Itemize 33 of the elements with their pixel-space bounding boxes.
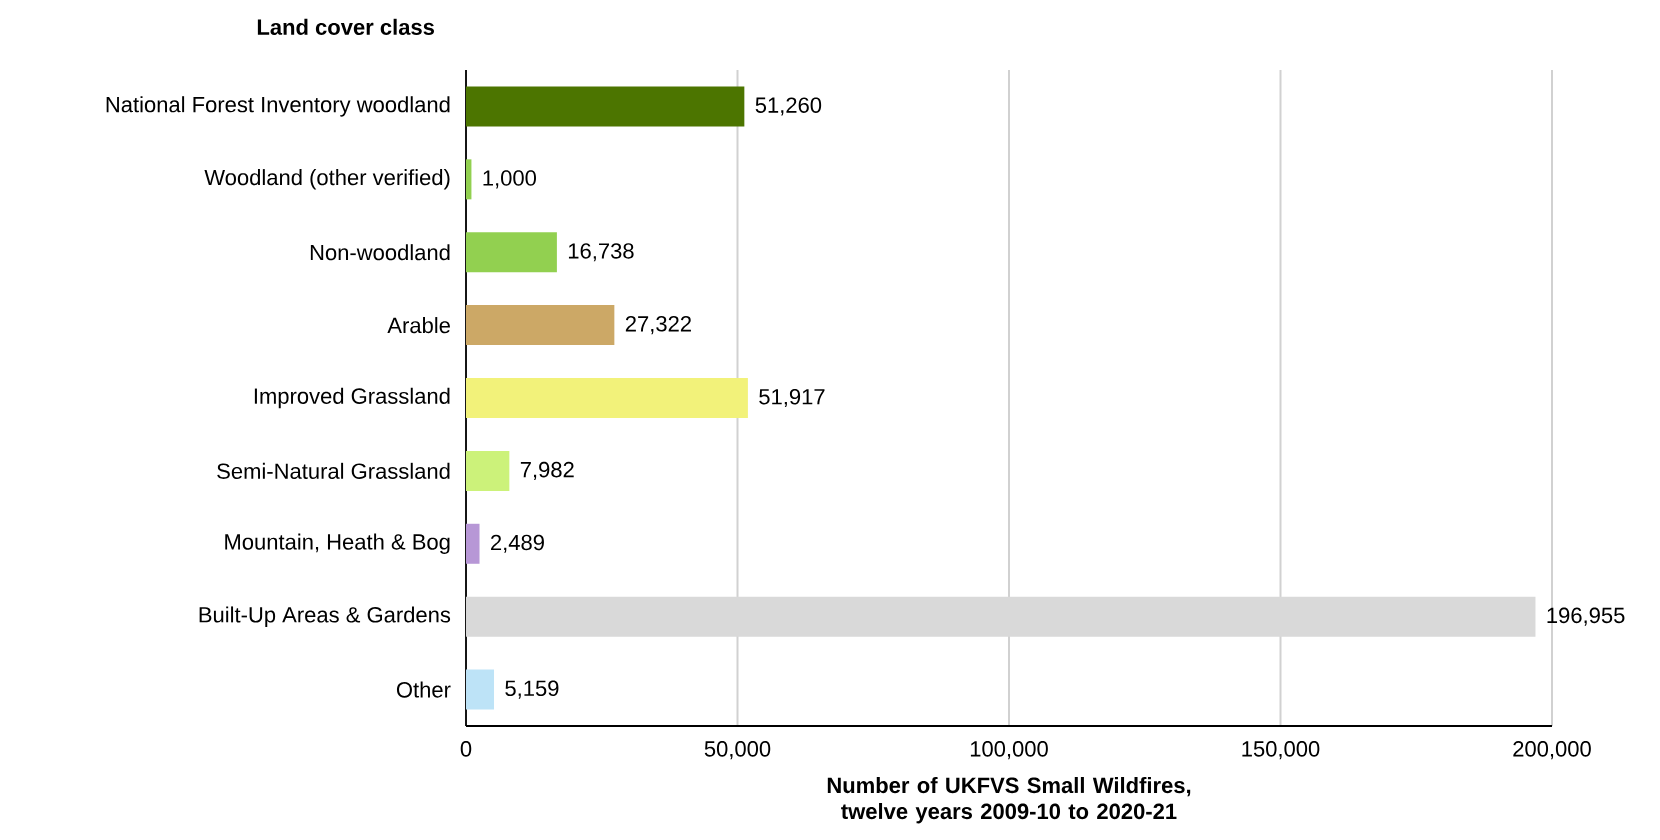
data-label: 5,159 (505, 680, 559, 699)
y-axis-title: Land cover class (257, 18, 434, 35)
data-label: 51,917 (759, 388, 825, 408)
y-tick-label: Semi-Natural Grassland (217, 462, 450, 479)
y-tick-label: Other (396, 681, 451, 698)
bar (466, 305, 615, 346)
y-tick-label: National Forest Inventory woodland (106, 96, 450, 117)
x-tick-label: 200,000 (1513, 741, 1591, 760)
x-tick-label: 0 (460, 741, 472, 757)
bar (466, 86, 745, 127)
data-label: 27,322 (625, 316, 691, 335)
bar (466, 159, 472, 200)
x-tick-label: 100,000 (970, 741, 1048, 760)
bar (466, 450, 510, 491)
y-tick-label: Improved Grassland (254, 387, 450, 409)
data-label: 7,982 (520, 461, 574, 480)
bar (466, 378, 748, 418)
x-tick-label: 150,000 (1242, 741, 1320, 760)
bar (466, 523, 480, 564)
y-tick-label: Arable (387, 317, 450, 334)
y-tick-label: Non-woodland (310, 244, 450, 261)
data-label: 51,260 (755, 97, 822, 116)
x-tick-label: 50,000 (704, 741, 771, 760)
bar (466, 669, 495, 710)
data-label: 196,955 (1547, 607, 1625, 626)
data-label: 1,000 (483, 170, 536, 189)
y-tick-label: Built-Up Areas & Gardens (199, 606, 451, 627)
data-label: 16,738 (568, 243, 634, 262)
x-axis-title: Number of UKFVS Small Wildfires, twelve years 2009-10 to 2020-21 (827, 776, 1191, 824)
bar (466, 232, 557, 273)
y-tick-label: Mountain, Heath & Bog (225, 533, 450, 555)
y-tick-label: Woodland (other verified) (204, 169, 450, 190)
data-label: 2,489 (491, 534, 544, 553)
